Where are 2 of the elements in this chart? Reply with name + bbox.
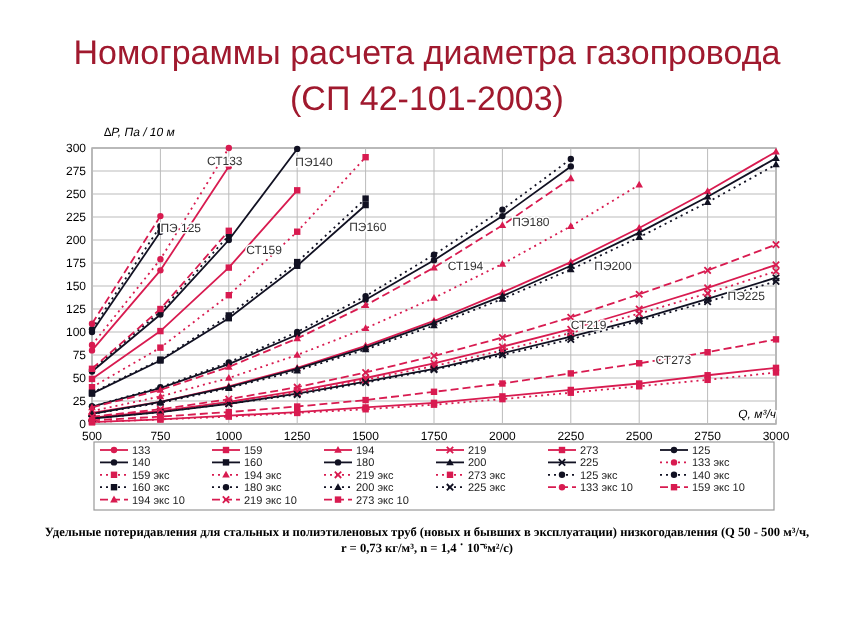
chart-subtitle: (СП 42-101-2003) [290,80,564,118]
chart-title: Номограммы расчета диаметра газопровода [73,34,782,72]
